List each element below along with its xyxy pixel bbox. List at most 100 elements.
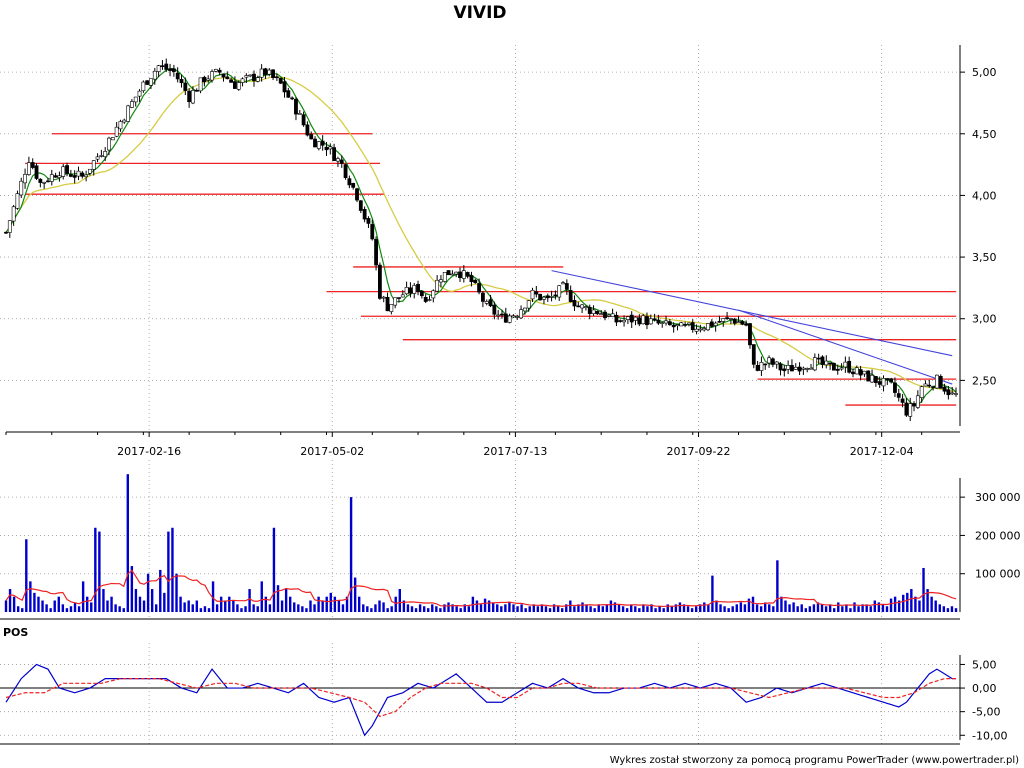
volume-bar [776,560,779,612]
volume-bar [731,606,734,612]
volume-bar [155,604,158,612]
pos-y-tick-label: 5,00 [972,658,997,671]
volume-bar [418,604,422,612]
volume-bar [268,604,272,612]
candle-body [706,323,710,331]
candle-body [57,175,62,178]
volume-bar [406,604,410,612]
volume-bar [873,600,877,612]
volume-bar [280,600,284,612]
volume-y-tick-label: 200 000 [975,529,1021,542]
candle-body [496,314,501,317]
candle-body [893,382,897,393]
price-x-tick-label: 2017-09-22 [667,445,731,458]
candle-body [927,384,932,387]
volume-bar [723,606,726,612]
volume-bars [4,474,958,612]
volume-bar [897,600,901,612]
candle-body [652,318,657,321]
candle-body [603,311,607,319]
candle-body [931,386,936,388]
candle-body [629,314,634,323]
volume-bar [918,600,921,612]
candle-body [744,323,749,326]
candle-body [431,290,436,299]
candle-body [839,367,844,370]
volume-bar [508,602,511,612]
price-y-tick-label: 3,50 [972,251,997,264]
volume-bar [25,539,28,612]
volume-bar [780,596,783,612]
volume-bar [788,604,791,612]
candle-body [301,114,306,126]
volume-bar [483,598,487,612]
volume-bar [382,602,385,612]
candle-body [614,314,619,323]
volume-bar [650,604,653,612]
volume-bar [828,604,832,612]
candle-body [160,65,165,67]
candle-body [183,82,188,91]
candle-body [828,362,832,365]
candle-body [408,287,413,294]
candle-body [873,376,878,383]
candle-body [263,68,268,75]
candle-body [545,295,550,299]
volume-bar [755,604,759,612]
candle-body [397,297,401,299]
candle-body [835,368,840,371]
candle-body [355,188,359,201]
pos-panel-label: POS [3,626,28,639]
volume-bar [654,608,657,612]
volume-bar [402,600,406,612]
volume-bar [179,596,182,612]
candle-body [450,273,455,276]
candle-body [179,79,184,84]
candle-body [851,371,855,375]
candle-body [671,324,676,328]
volume-bar [666,604,669,612]
candle-body [416,283,420,292]
candle-body [656,319,661,324]
candle-body [252,73,256,82]
pos-grid [0,643,960,744]
candle-body [919,386,924,398]
candle-body [316,141,321,149]
volume-bar [500,606,503,612]
candle-body [358,200,363,211]
volume-moving-average-line [5,569,957,608]
volume-bar [45,604,48,612]
candle-body [404,287,409,295]
volume-bar [171,527,174,612]
volume-bar [301,606,304,612]
volume-bar [341,604,345,612]
candle-body [191,90,195,104]
candle-body [755,364,760,371]
candle-body [175,72,180,80]
volume-bar [707,604,710,612]
candle-body [740,321,745,325]
candle-body [213,68,218,72]
volume-bar [114,604,117,612]
volume-bar [889,598,893,612]
candle-body [469,275,474,282]
candle-body [591,309,596,314]
candle-body [194,89,199,92]
volume-bar [869,606,872,612]
volume-bar [496,604,499,612]
volume-bar [885,606,889,612]
candle-body [801,367,806,370]
volume-bar [146,573,150,612]
volume-bar [358,596,361,612]
candle-body [225,76,230,80]
volume-bar [435,606,438,612]
volume-bar [215,604,219,612]
volume-bar [934,600,937,612]
volume-bar [431,604,434,612]
volume-bar [386,608,389,612]
candle-body [305,124,310,136]
candle-body [400,294,405,298]
candle-body [683,324,688,326]
volume-bar [670,606,674,612]
volume-bar [207,608,211,612]
